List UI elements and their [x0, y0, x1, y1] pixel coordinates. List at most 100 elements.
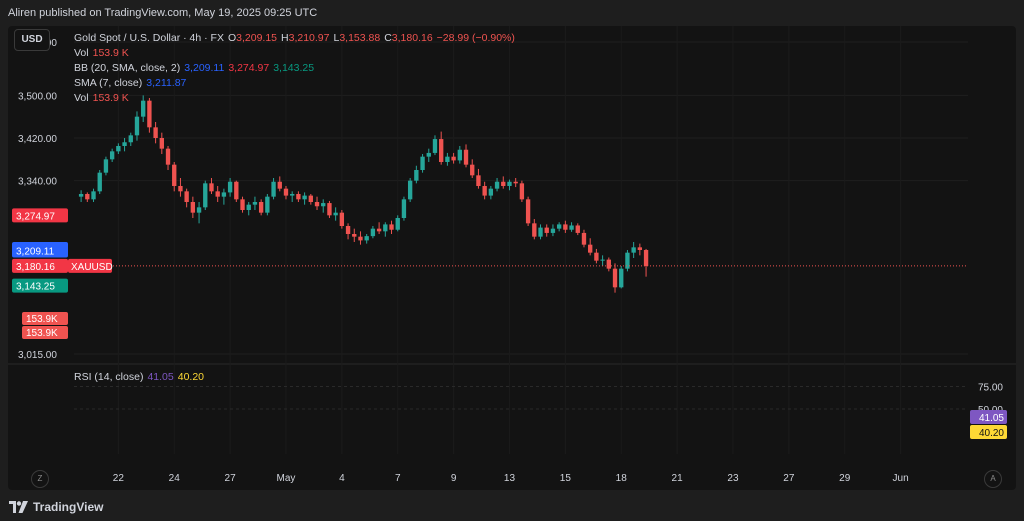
legend-h-label: H — [281, 32, 289, 44]
candle-body — [209, 183, 214, 192]
legend-low: 3,153.88 — [339, 32, 381, 44]
candle-body — [196, 207, 202, 213]
candle-body — [358, 236, 363, 241]
legend-close: 3,180.16 — [391, 32, 433, 44]
candle-body — [221, 192, 227, 197]
candle-body — [600, 259, 605, 261]
price-label-box — [12, 258, 68, 273]
volume-label-box — [22, 326, 68, 339]
candle-body — [594, 252, 599, 261]
legend-vol2-label: Vol — [74, 92, 89, 104]
legend-o-label: O — [227, 32, 237, 44]
rsi-ma-box — [970, 425, 1007, 440]
chart-panel[interactable]: 3,600.003,500.003,420.003,340.003,015.00… — [8, 26, 1016, 490]
candle-body — [234, 181, 239, 200]
legend-sma[interactable]: SMA (7, close) 3,211.87 — [74, 77, 190, 89]
legend-vol2[interactable]: Vol 153.9 K — [74, 92, 133, 104]
candle-body — [258, 202, 264, 213]
candle-body — [141, 100, 146, 117]
x-tick-label: 15 — [560, 473, 572, 484]
legend-rsi-ma: 40.20 — [177, 371, 205, 383]
symbol-tag-box — [68, 258, 112, 273]
candle-body — [532, 223, 537, 237]
candle-body — [370, 228, 376, 237]
legend-vol2-value: 153.9 K — [92, 92, 129, 104]
candle-body — [265, 196, 270, 213]
candle-body — [389, 224, 394, 230]
candle-body — [445, 156, 450, 162]
zoom-reset-button[interactable]: Z — [31, 470, 49, 488]
candle-body — [327, 203, 332, 216]
candle-body — [544, 227, 549, 233]
candle-body — [246, 204, 251, 210]
candle-body — [550, 228, 556, 233]
candle-body — [109, 151, 115, 160]
candle-body — [488, 188, 494, 196]
candle-body — [563, 224, 568, 230]
candle-body — [401, 199, 407, 218]
candle-body — [345, 226, 351, 234]
price-label-text: 3,274.97 — [16, 211, 55, 222]
candle-body — [426, 152, 431, 157]
x-tick-label: 27 — [225, 473, 237, 484]
x-tick-label: 22 — [113, 473, 125, 484]
x-tick-label: 29 — [839, 473, 851, 484]
legend-bb-up: 3,274.97 — [228, 62, 270, 74]
candle-body — [85, 194, 90, 200]
candle-body — [339, 212, 345, 226]
tradingview-logo[interactable]: TradingView — [9, 500, 103, 514]
candle-body — [147, 100, 152, 128]
candle-body — [519, 183, 525, 200]
candle-body — [619, 268, 624, 288]
candle-body — [612, 268, 618, 288]
x-tick-label: May — [277, 473, 296, 484]
candle-body — [556, 224, 562, 229]
candle-body — [538, 227, 543, 237]
published-header: Aliren published on TradingView.com, May… — [8, 7, 318, 19]
candle-body — [476, 175, 481, 186]
legend-rsi-label: RSI (14, close) — [74, 371, 144, 383]
y-tick-label: 3,340.00 — [18, 177, 57, 188]
candle-body — [643, 250, 649, 266]
legend-bb[interactable]: BB (20, SMA, close, 2) 3,209.11 3,274.97 3,… — [74, 62, 318, 74]
price-label-box — [12, 278, 68, 293]
candle-body — [631, 247, 636, 253]
y-tick-label: 3,500.00 — [18, 91, 57, 102]
candle-body — [165, 148, 171, 165]
candle-body — [513, 181, 518, 184]
candle-body — [451, 156, 456, 161]
candle-body — [501, 181, 506, 186]
candle-body — [321, 203, 326, 207]
candle-body — [91, 191, 96, 200]
candle-body — [178, 186, 183, 192]
legend-vol-label: Vol — [74, 47, 89, 59]
legend-rsi[interactable]: RSI (14, close) 41.05 40.20 — [74, 371, 208, 383]
candle-body — [482, 186, 487, 196]
legend-l-label: L — [333, 32, 340, 44]
x-tick-label: 13 — [504, 473, 516, 484]
tradingview-brand: TradingView — [33, 500, 104, 514]
candle-body — [153, 127, 158, 138]
candle-body — [134, 116, 140, 136]
rsi-value-box — [970, 410, 1007, 425]
candle-body — [308, 195, 313, 202]
candle-body — [432, 139, 438, 153]
candle-body — [606, 259, 611, 269]
candle-body — [470, 164, 475, 176]
x-tick-label: 18 — [616, 473, 628, 484]
candle-body — [296, 194, 301, 200]
volume-label-text: 153.9K — [26, 314, 58, 325]
candle-body — [172, 164, 177, 186]
candle-body — [271, 181, 276, 197]
price-label-text: 3,209.11 — [16, 246, 55, 257]
auto-scale-button[interactable]: A — [984, 470, 1002, 488]
legend-vol-value: 153.9 K — [92, 47, 129, 59]
symbol-tag-text: XAUUSD — [71, 262, 113, 273]
legend-volume[interactable]: Vol 153.9 K — [74, 47, 133, 59]
rsi-ma-text: 40.20 — [979, 428, 1004, 439]
price-chart[interactable]: 3,600.003,500.003,420.003,340.003,015.00… — [8, 26, 1016, 490]
currency-button[interactable]: USD — [14, 29, 50, 51]
legend-open: 3,209.15 — [236, 32, 278, 44]
legend-symbol[interactable]: Gold Spot / U.S. Dollar · 4h · FX — [74, 32, 224, 44]
legend-bb-low: 3,143.25 — [273, 62, 315, 74]
